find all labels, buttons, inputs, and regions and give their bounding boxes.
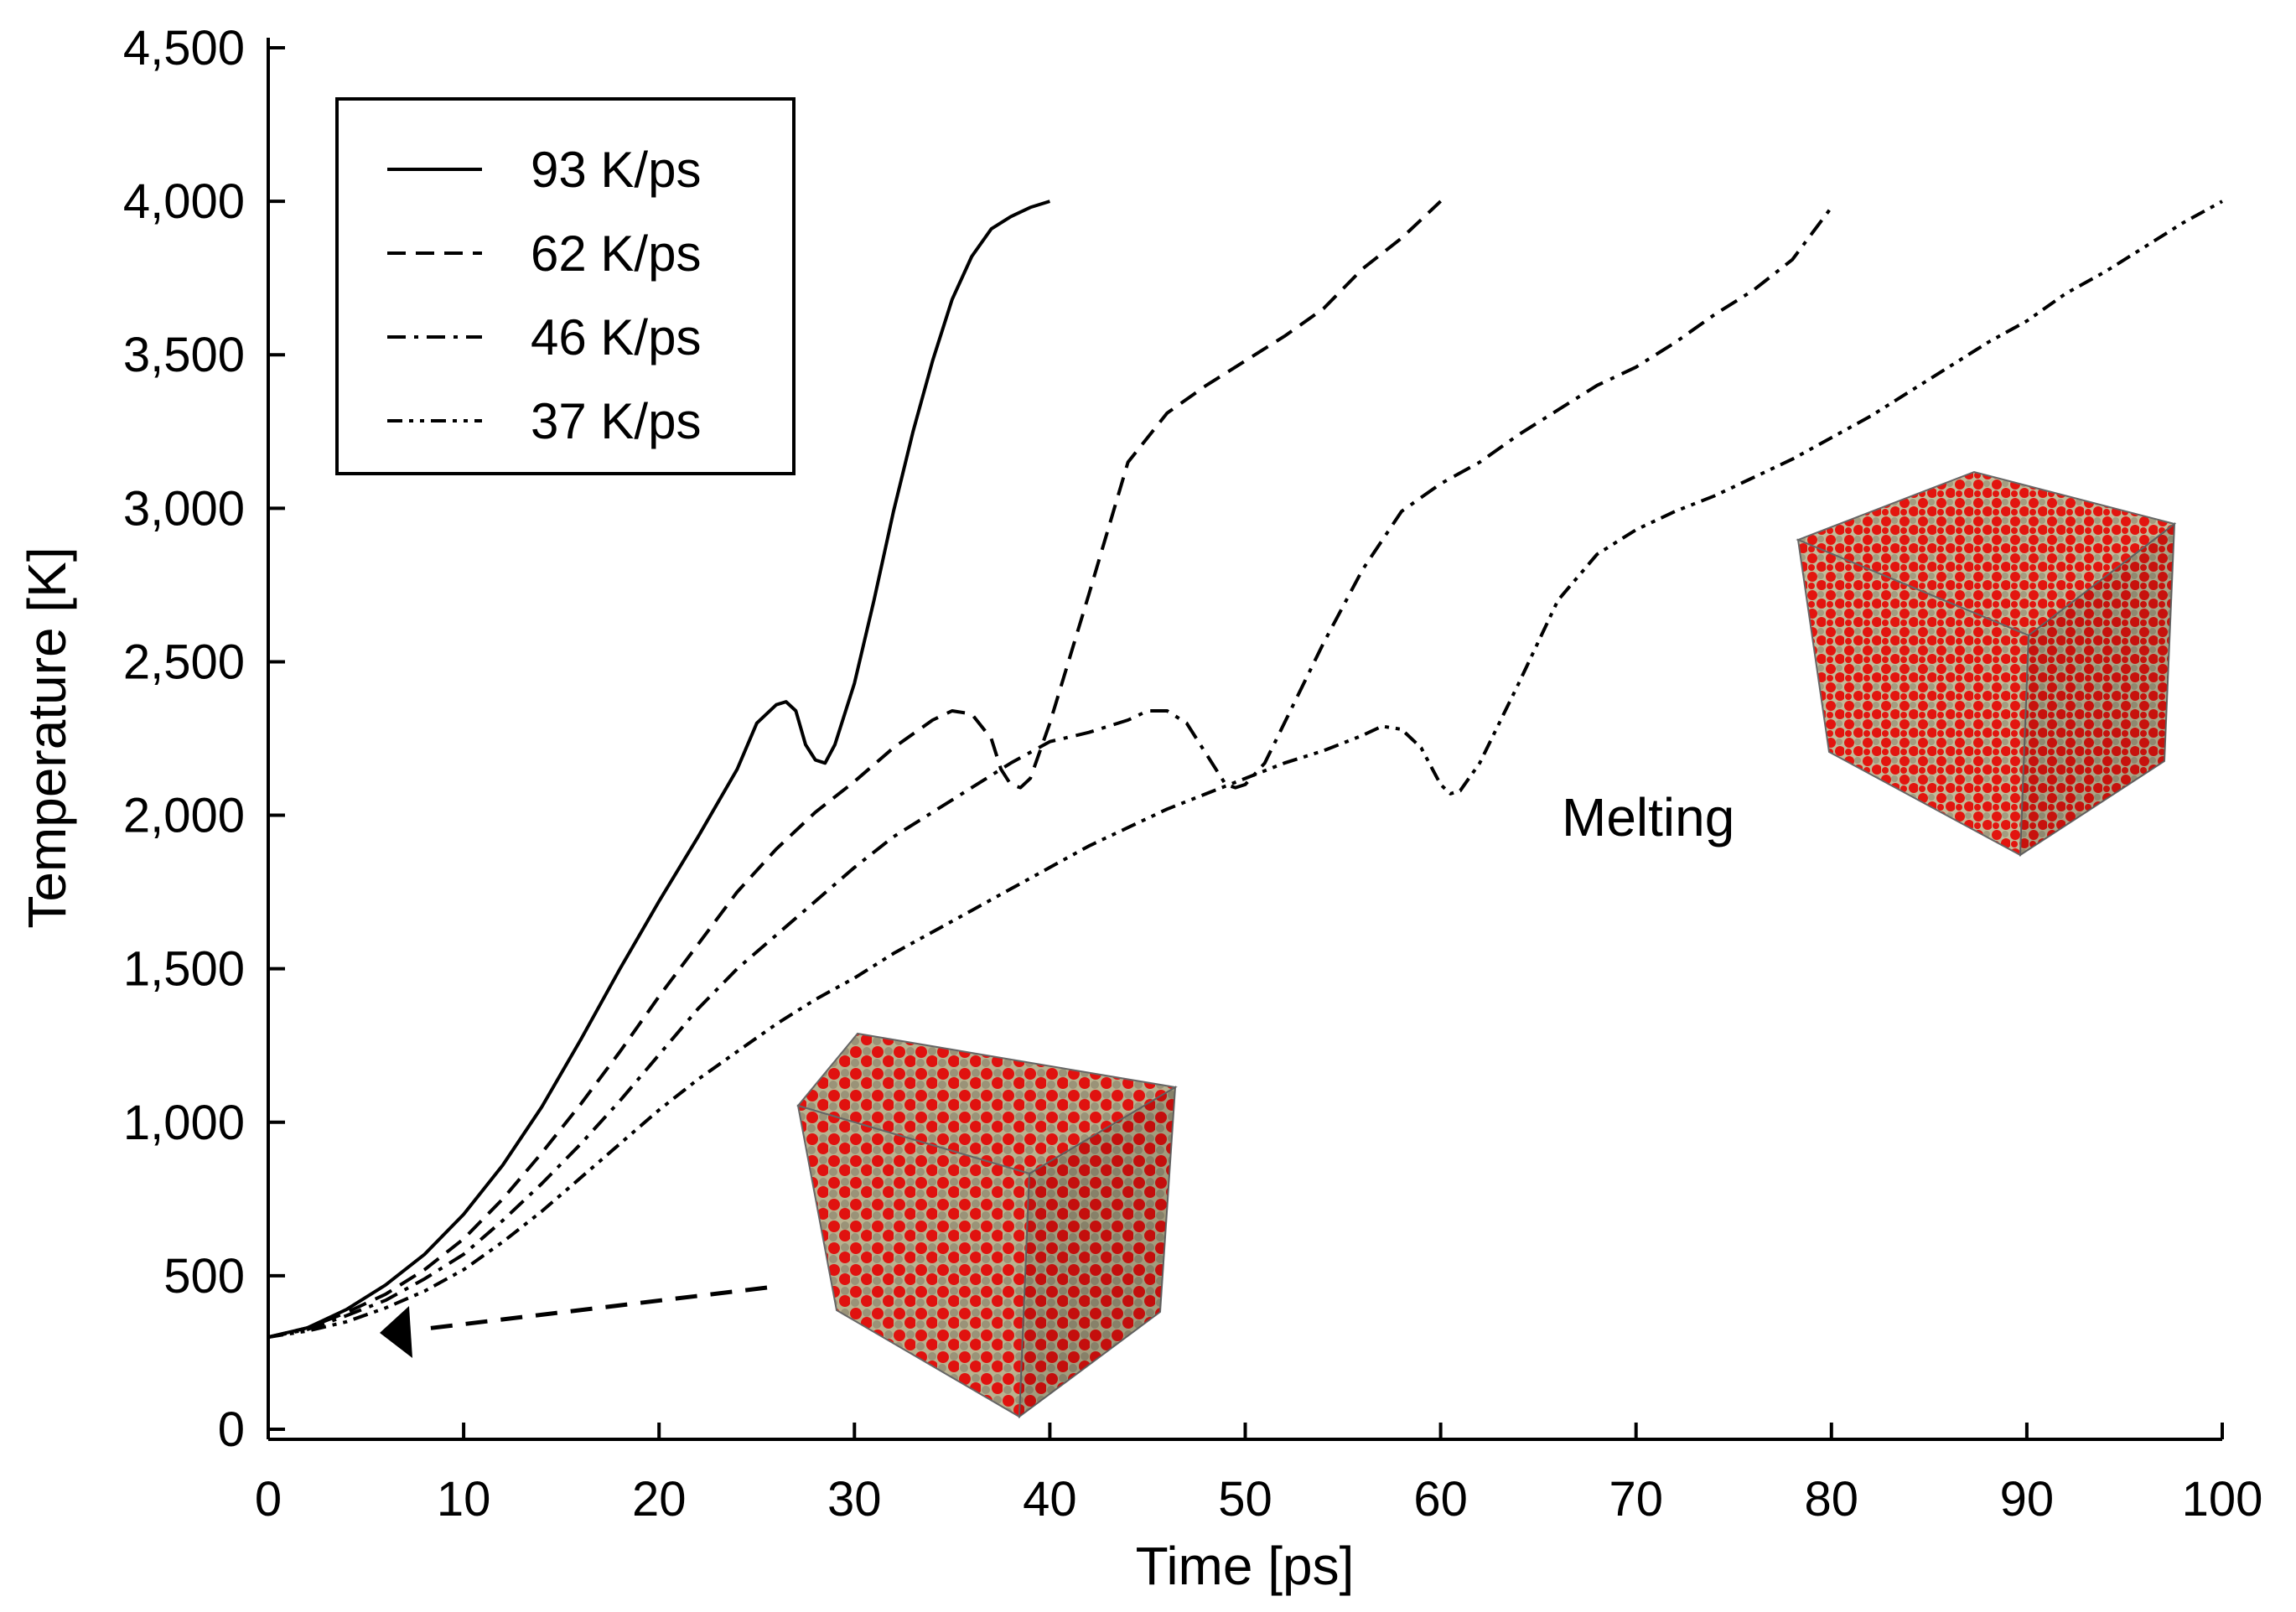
series-line-1 (267, 200, 1050, 1340)
series-group (267, 200, 2223, 1340)
x-tick-label: 30 (827, 1472, 882, 1526)
melt-cube-right-face (2019, 521, 2176, 857)
y-tick-label: 3,500 (123, 328, 245, 382)
y-tick-label: 0 (218, 1402, 245, 1457)
inset-melt-cube (1796, 470, 2177, 857)
arrow-shaft (418, 1285, 768, 1332)
x-tick-label: 0 (255, 1472, 282, 1526)
legend: 93 K/ps 62 K/ps 46 K/ps 37 K/ps (335, 97, 796, 475)
x-tick-label: 90 (2000, 1472, 2055, 1526)
y-axis-title: Temperature [K] (17, 547, 77, 928)
y-tick-label: 2,500 (123, 635, 245, 689)
y-tick-label: 500 (163, 1249, 245, 1304)
x-tick-label: 100 (2182, 1472, 2263, 1526)
y-tick-label: 4,500 (123, 21, 245, 75)
solid-cube-right-shade (1019, 1087, 1175, 1417)
series-line-2 (267, 200, 1442, 1340)
x-tick-label: 50 (1218, 1472, 1272, 1526)
y-tick-label: 4,000 (123, 174, 245, 229)
legend-box (335, 97, 796, 475)
legend-label: 93 K/ps (531, 142, 701, 198)
legend-label: 62 K/ps (531, 225, 701, 282)
x-tick-label: 80 (1805, 1472, 1859, 1526)
melting-label: Melting (1562, 787, 1734, 847)
y-ticks: 0 500 1,000 1,500 2,000 2,500 3,000 3,500 4,000 4… (123, 21, 285, 1457)
x-ticks: 0 10 20 30 40 50 60 70 80 90 100 (255, 1423, 2263, 1526)
x-tick-label: 10 (437, 1472, 491, 1526)
series-line-3 (267, 206, 1833, 1340)
x-tick-label: 70 (1609, 1472, 1663, 1526)
legend-label: 37 K/ps (531, 393, 701, 449)
y-tick-label: 1,000 (123, 1096, 245, 1150)
arrow-head (380, 1306, 412, 1358)
y-tick-label: 1,500 (123, 942, 245, 997)
x-tick-label: 40 (1023, 1472, 1077, 1526)
arrow-annotation (380, 1285, 768, 1358)
y-tick-label: 3,000 (123, 481, 245, 536)
y-tick-label: 2,000 (123, 789, 245, 843)
inset-solid-cube (796, 1032, 1178, 1419)
x-axis-title: Time [ps] (1136, 1536, 1355, 1596)
legend-label: 46 K/ps (531, 309, 701, 365)
melt-cube-right-shade (2020, 524, 2174, 855)
solid-cube-right-face (1018, 1086, 1177, 1419)
x-tick-label: 60 (1413, 1472, 1468, 1526)
x-tick-label: 20 (632, 1472, 687, 1526)
